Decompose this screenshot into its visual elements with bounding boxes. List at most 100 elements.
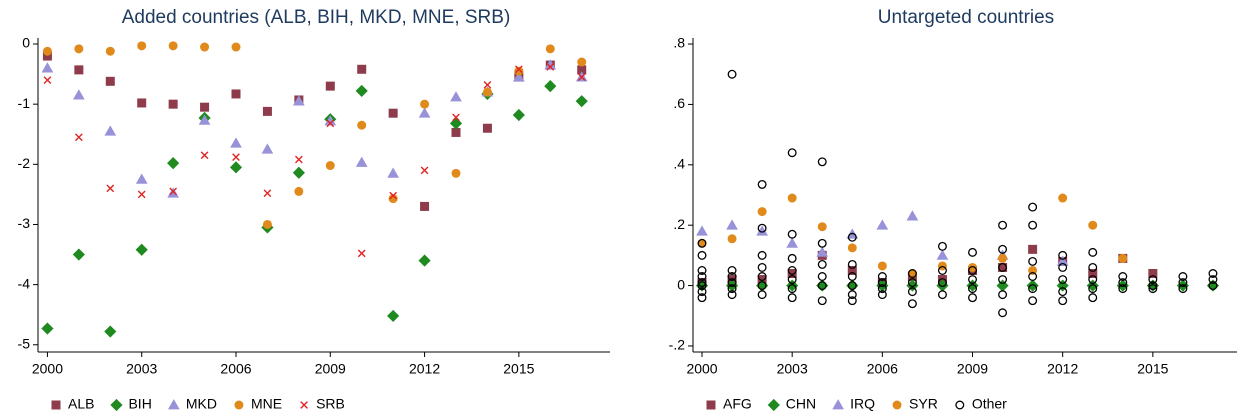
- y-tick-label: .2: [673, 216, 685, 232]
- point: [697, 250, 707, 260]
- point: [357, 120, 367, 130]
- point: [757, 223, 767, 233]
- point: [697, 238, 707, 248]
- point: [817, 222, 827, 232]
- point: [261, 143, 274, 154]
- point: [936, 279, 949, 292]
- point: [725, 279, 739, 292]
- point: [968, 266, 977, 275]
- point: [293, 95, 305, 106]
- point: [998, 262, 1008, 272]
- point: [1058, 262, 1068, 272]
- point: [230, 137, 242, 148]
- point: [1116, 279, 1129, 292]
- point: [727, 290, 737, 300]
- point: [234, 400, 244, 410]
- point: [167, 157, 180, 170]
- point: [74, 133, 83, 142]
- point: [727, 234, 737, 244]
- legend-label: SYR: [909, 396, 938, 412]
- point: [1028, 202, 1038, 212]
- point: [787, 293, 797, 303]
- point: [847, 232, 857, 242]
- point: [955, 400, 965, 410]
- x-tick-label: 2015: [1137, 361, 1168, 377]
- y-tick-label: 0: [22, 35, 30, 51]
- point: [232, 153, 240, 161]
- point: [231, 89, 241, 99]
- point: [1208, 281, 1218, 291]
- point: [968, 247, 977, 257]
- point: [998, 275, 1008, 285]
- point: [104, 325, 117, 338]
- point: [876, 279, 889, 292]
- point: [168, 41, 178, 51]
- chart-title: Added countries (ALB, BIH, MKD, MNE, SRB…: [122, 7, 511, 28]
- x-tick-label: 2000: [686, 361, 717, 377]
- y-tick-label: .4: [673, 156, 685, 172]
- point: [727, 278, 737, 288]
- point: [168, 99, 178, 109]
- point: [450, 91, 462, 102]
- y-tick-label: -4: [18, 275, 31, 291]
- point: [817, 281, 827, 291]
- point: [1058, 193, 1068, 203]
- point: [998, 220, 1008, 230]
- point: [786, 279, 799, 292]
- point: [544, 59, 557, 70]
- point: [1088, 275, 1098, 285]
- point: [787, 266, 797, 275]
- point: [697, 293, 707, 303]
- point: [1088, 293, 1098, 303]
- x-tick-label: 2006: [867, 361, 898, 377]
- point: [418, 107, 431, 118]
- point: [74, 65, 84, 75]
- point: [262, 106, 272, 116]
- point: [1028, 284, 1038, 294]
- point: [847, 243, 857, 253]
- point: [483, 81, 492, 89]
- point: [706, 400, 716, 410]
- x-tick-label: 2003: [777, 361, 808, 377]
- point: [968, 275, 977, 285]
- point: [1028, 272, 1038, 281]
- point: [877, 272, 887, 281]
- point: [294, 186, 304, 196]
- y-tick-label: .8: [673, 35, 685, 51]
- point: [104, 125, 117, 136]
- point: [1028, 256, 1038, 266]
- point: [51, 400, 61, 410]
- point: [231, 42, 241, 52]
- point: [757, 272, 767, 281]
- point: [1056, 255, 1069, 266]
- legend-label: AFG: [723, 396, 752, 412]
- point: [387, 309, 400, 322]
- point: [907, 299, 917, 309]
- point: [787, 229, 797, 239]
- point: [198, 114, 211, 125]
- point: [697, 278, 707, 288]
- point: [72, 248, 85, 261]
- point: [817, 259, 827, 269]
- legend-label: MKD: [186, 396, 217, 412]
- point: [135, 243, 148, 256]
- point: [968, 284, 977, 294]
- point: [907, 269, 917, 278]
- point: [847, 265, 857, 275]
- point: [727, 272, 737, 281]
- point: [577, 57, 587, 67]
- point: [1208, 275, 1218, 285]
- point: [876, 219, 889, 230]
- point: [816, 246, 829, 257]
- point: [1028, 220, 1038, 230]
- point: [388, 108, 398, 118]
- point: [1118, 253, 1128, 263]
- point: [877, 261, 887, 271]
- point: [1028, 244, 1038, 254]
- point: [452, 113, 460, 122]
- point: [998, 244, 1008, 254]
- point: [1148, 275, 1158, 285]
- point: [105, 46, 115, 56]
- point: [1176, 279, 1189, 292]
